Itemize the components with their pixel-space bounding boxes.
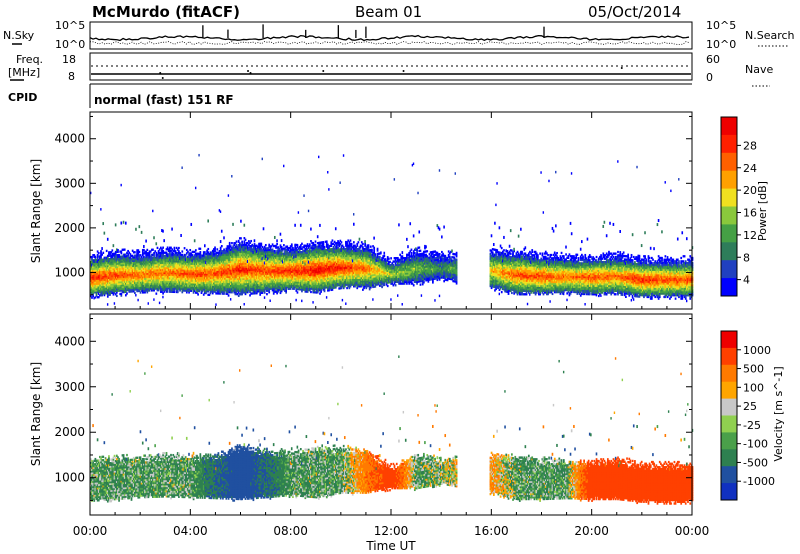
power-scatter [180, 234, 182, 237]
noise-panel: N.Sky 10^5 10^0 10^5 10^0 N.Search [3, 19, 795, 51]
power-cell [178, 247, 180, 249]
freq-tick-top: 18 [62, 53, 76, 66]
noise-right-tick-top: 10^5 [706, 19, 736, 32]
freq-outlier [403, 70, 405, 72]
power-scatter [139, 225, 141, 228]
freq-label-line2: [MHz] [8, 66, 40, 79]
power-scatter [162, 296, 163, 299]
nave-label: Nave [745, 63, 773, 76]
power-scatter [137, 299, 138, 302]
power-cell [100, 250, 102, 252]
power-scatter [159, 302, 160, 305]
power-cell [106, 250, 108, 252]
power-cell [98, 252, 100, 254]
power-scatter [163, 239, 165, 242]
power-cell [139, 251, 141, 253]
power-cell [184, 247, 186, 249]
power-scatter [120, 222, 122, 225]
freq-outlier [250, 72, 252, 74]
power-scatter [135, 228, 137, 231]
noise-right-label: N.Search [745, 29, 795, 42]
power-scatter [155, 242, 157, 245]
noise-left-tick-bottom: 10^0 [55, 38, 85, 51]
freq-outlier-dots [159, 67, 623, 79]
power-scatter [171, 228, 173, 231]
freq-label-line1: Freq. [16, 53, 43, 66]
power-scatter [115, 223, 117, 226]
power-cell [157, 247, 159, 249]
power-scatter [148, 302, 149, 305]
power-cell [134, 251, 136, 253]
power-cell [117, 249, 119, 251]
rti-plot: McMurdo (fitACF) Beam 01 05/Oct/2014 N.S… [0, 0, 800, 554]
power-scatter [143, 245, 145, 248]
nave-tick-bottom: 0 [706, 71, 713, 84]
power-scatter [104, 232, 106, 235]
noise-search-trace [90, 42, 689, 45]
power-scatter [100, 208, 101, 211]
cpid-label: CPID [8, 91, 37, 104]
power-cell [116, 295, 118, 297]
noise-left-tick-top: 10^5 [55, 19, 85, 32]
power-scatter [135, 294, 136, 297]
freq-tick-bottom: 8 [68, 70, 75, 83]
power-scatter [153, 298, 154, 301]
noise-sky-trace [90, 36, 689, 41]
power-scatter [113, 244, 115, 247]
power-cell [95, 256, 97, 258]
power-cell [126, 292, 128, 294]
freq-outlier [322, 70, 324, 72]
power-scatter [114, 302, 115, 305]
power-scatter [102, 222, 104, 225]
nave-tick-top: 60 [706, 53, 720, 66]
power-scatter [107, 238, 109, 241]
freq-outlier [247, 70, 249, 72]
power-scatter [162, 230, 164, 233]
power-heatmap [90, 154, 693, 306]
power-cell [124, 248, 126, 250]
freq-outlier [159, 72, 161, 74]
power-cell [102, 252, 104, 254]
power-scatter [153, 236, 155, 239]
power-cell [134, 292, 136, 294]
noise-right-tick-bottom: 10^0 [706, 38, 736, 51]
power-scatter [152, 210, 153, 213]
date-title: 05/Oct/2014 [588, 3, 681, 21]
power-cell [162, 247, 164, 249]
noise-left-label: N.Sky [3, 29, 35, 42]
power-cell [174, 247, 176, 249]
freq-outlier [162, 77, 164, 79]
power-cell [155, 293, 157, 295]
power-cell [146, 249, 148, 251]
power-scatter [101, 247, 103, 250]
power-scatter [107, 303, 108, 306]
power-scatter [181, 166, 182, 169]
cpid-panel: CPID normal (fast) 151 RF [8, 84, 692, 108]
power-scatter [145, 240, 147, 243]
noise-spikes [203, 24, 544, 38]
power-cell [111, 249, 113, 251]
power-scatter [141, 231, 143, 234]
station-title: McMurdo (fitACF) [92, 3, 240, 21]
power-cell [152, 249, 154, 251]
power-scatter [123, 221, 125, 224]
cpid-value: normal (fast) 151 RF [94, 93, 234, 107]
power-scatter [125, 222, 127, 225]
power-scatter [120, 184, 121, 187]
freq-outlier [621, 67, 623, 69]
beam-title: Beam 01 [355, 3, 422, 21]
power-cell [181, 250, 183, 252]
freq-panel: Freq. [MHz] 18 8 60 0 Nave [8, 53, 773, 86]
